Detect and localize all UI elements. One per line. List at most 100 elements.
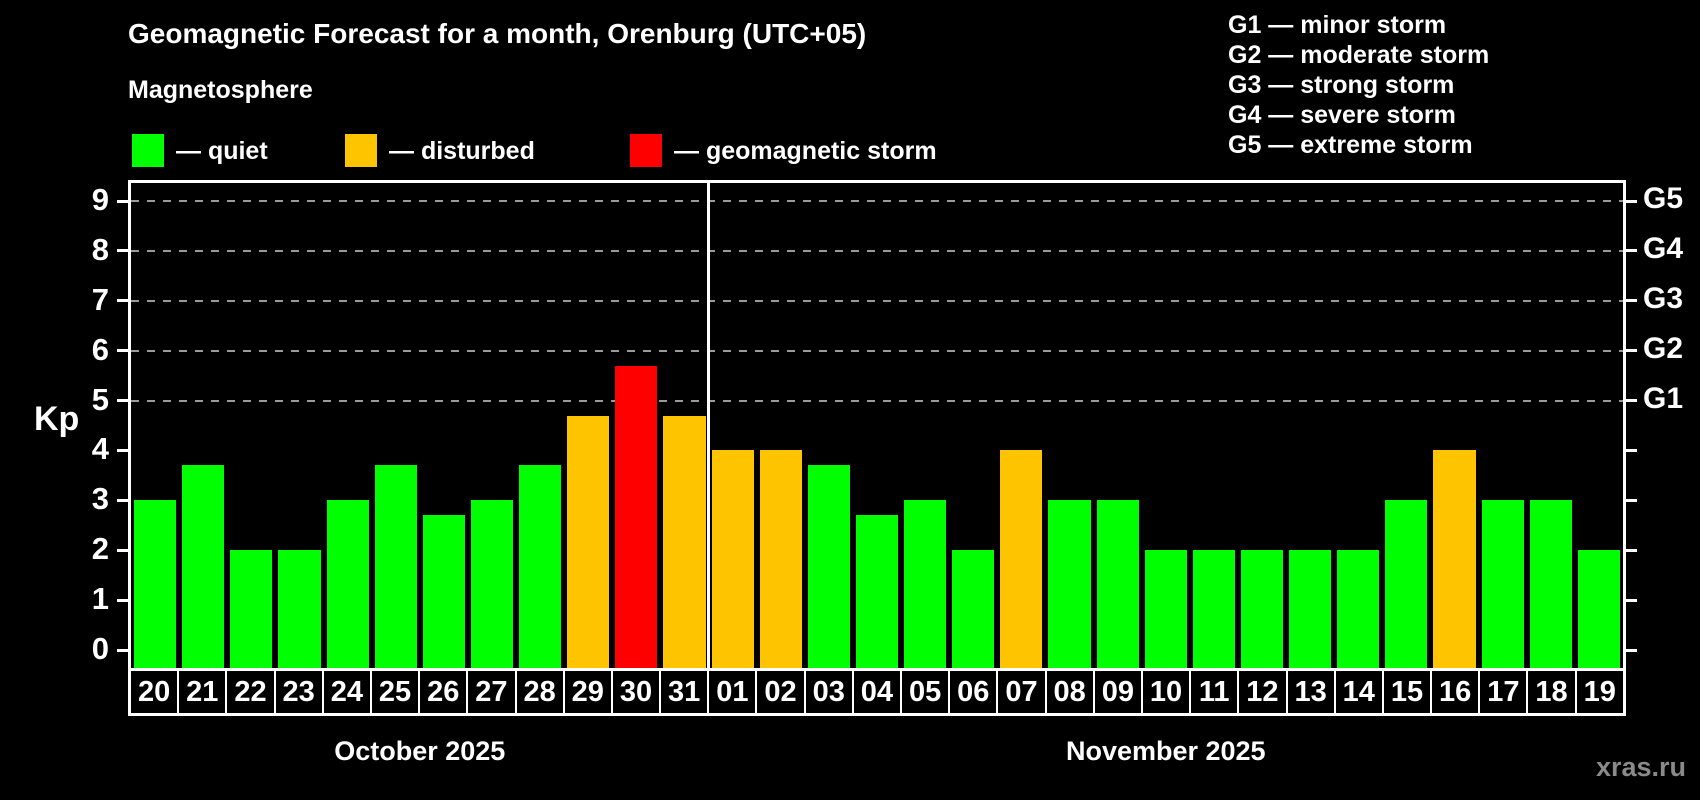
- right-tick-6: [1624, 349, 1637, 353]
- left-tick-0: [117, 648, 130, 652]
- day-label-cell-14: 14: [1333, 671, 1382, 713]
- bar-day-24: [326, 500, 369, 668]
- legend-label-storm: — geomagnetic storm: [674, 137, 937, 165]
- day-label-cell-17: 17: [1478, 671, 1526, 713]
- right-tick-4: [1624, 448, 1637, 452]
- bar-day-18: [1529, 500, 1572, 668]
- left-tick-3: [117, 498, 130, 502]
- bar-day-01: [711, 450, 754, 668]
- g-scale-legend-item-3: G3 — strong storm: [1228, 71, 1455, 99]
- day-label-cell-15: 15: [1381, 671, 1430, 713]
- bar-day-27: [470, 500, 514, 668]
- bar-day-07: [1000, 450, 1043, 668]
- day-label-cell-18: 18: [1526, 671, 1574, 713]
- day-label-cell-03: 03: [803, 671, 852, 713]
- bar-day-06: [952, 550, 995, 668]
- bar-day-25: [374, 465, 417, 668]
- gridline-kp-6: [131, 349, 1623, 352]
- day-label-cell-09: 09: [1092, 671, 1141, 713]
- gridline-kp-9: [131, 200, 1623, 202]
- right-axis-label-G4: G4: [1643, 231, 1684, 265]
- bar-day-14: [1337, 550, 1380, 668]
- day-label-cell-06: 06: [948, 671, 996, 713]
- left-tick-8: [117, 249, 130, 253]
- day-label-cell-25: 25: [369, 671, 418, 713]
- bar-day-21: [182, 465, 225, 668]
- left-tick-7: [117, 299, 130, 303]
- left-tick-9: [117, 199, 130, 203]
- right-tick-3: [1624, 498, 1637, 502]
- bar-day-23: [278, 550, 321, 668]
- g-scale-legend-item-5: G5 — extreme storm: [1228, 131, 1473, 159]
- bar-day-28: [519, 465, 562, 668]
- right-tick-8: [1624, 249, 1637, 253]
- y-axis-label-4: 4: [91, 431, 109, 467]
- bar-day-02: [759, 450, 802, 668]
- y-axis-label-3: 3: [91, 481, 109, 517]
- bar-day-22: [230, 550, 273, 668]
- left-tick-6: [117, 349, 130, 353]
- legend-swatch-disturbed: [345, 134, 377, 167]
- watermark: xras.ru: [1595, 752, 1686, 782]
- right-axis-label-G1: G1: [1643, 381, 1684, 415]
- day-label-cell-01: 01: [707, 671, 755, 713]
- day-label-cell-05: 05: [900, 671, 948, 713]
- legend-swatch-quiet: [132, 134, 164, 167]
- bar-day-03: [807, 465, 850, 668]
- y-axis-label-0: 0: [91, 631, 109, 666]
- g-scale-legend-item-2: G2 — moderate storm: [1228, 41, 1490, 69]
- y-axis-label-9: 9: [91, 182, 109, 217]
- bar-day-31: [663, 415, 706, 668]
- day-label-cell-02: 02: [755, 671, 803, 713]
- day-label-cell-30: 30: [610, 671, 659, 713]
- gridline-kp-8: [131, 249, 1623, 252]
- bar-day-30: [615, 365, 658, 668]
- day-label-cell-19: 19: [1574, 671, 1623, 713]
- right-axis-label-G5: G5: [1643, 182, 1684, 215]
- left-tick-1: [117, 598, 130, 602]
- y-axis-label-8: 8: [91, 231, 109, 267]
- day-label-cell-31: 31: [659, 671, 707, 713]
- left-tick-5: [117, 399, 130, 403]
- bar-day-11: [1192, 550, 1235, 668]
- day-label-cell-13: 13: [1285, 671, 1334, 713]
- legend-label-disturbed: — disturbed: [389, 137, 535, 165]
- day-label-cell-12: 12: [1237, 671, 1285, 713]
- day-label-cell-26: 26: [418, 671, 466, 713]
- day-label-cell-11: 11: [1189, 671, 1237, 713]
- y-axis-label-1: 1: [91, 581, 109, 617]
- right-axis-label-G2: G2: [1643, 331, 1684, 365]
- left-tick-2: [117, 548, 130, 552]
- bar-day-20: [134, 500, 177, 668]
- day-label-cell-20: 20: [137, 675, 171, 708]
- legend-swatch-storm: [630, 134, 662, 167]
- day-label-cell-07: 07: [996, 671, 1044, 713]
- day-label-cell-27: 27: [466, 671, 514, 713]
- right-axis-label-G3: G3: [1643, 281, 1684, 315]
- bar-day-26: [422, 515, 465, 668]
- day-label-cell-16: 16: [1430, 671, 1478, 713]
- bar-day-10: [1144, 550, 1187, 668]
- y-axis-label-2: 2: [91, 531, 109, 567]
- bar-day-05: [904, 500, 947, 668]
- day-label-cell-08: 08: [1044, 671, 1093, 713]
- bar-day-08: [1048, 500, 1091, 668]
- month-label-november: November 2025: [1065, 736, 1266, 766]
- day-label-cell-24: 24: [321, 671, 370, 713]
- y-axis-label-7: 7: [91, 281, 109, 317]
- day-label-cell-29: 29: [562, 671, 611, 713]
- g-scale-legend: G1 — minor storm G2 — moderate storm G3 — …: [1228, 10, 1489, 160]
- month-separator-line: [707, 183, 711, 668]
- right-tick-5: [1624, 399, 1637, 403]
- bar-day-04: [855, 515, 899, 668]
- y-axis-label-5: 5: [91, 381, 109, 417]
- bar-day-12: [1240, 550, 1284, 668]
- month-label-october: October 2025: [334, 736, 506, 766]
- right-tick-1: [1624, 598, 1637, 602]
- right-tick-7: [1624, 299, 1637, 303]
- y-axis-title: Kp: [34, 400, 80, 438]
- bar-day-09: [1096, 500, 1139, 668]
- day-label-cell-04: 04: [851, 671, 900, 713]
- right-tick-0: [1624, 648, 1637, 652]
